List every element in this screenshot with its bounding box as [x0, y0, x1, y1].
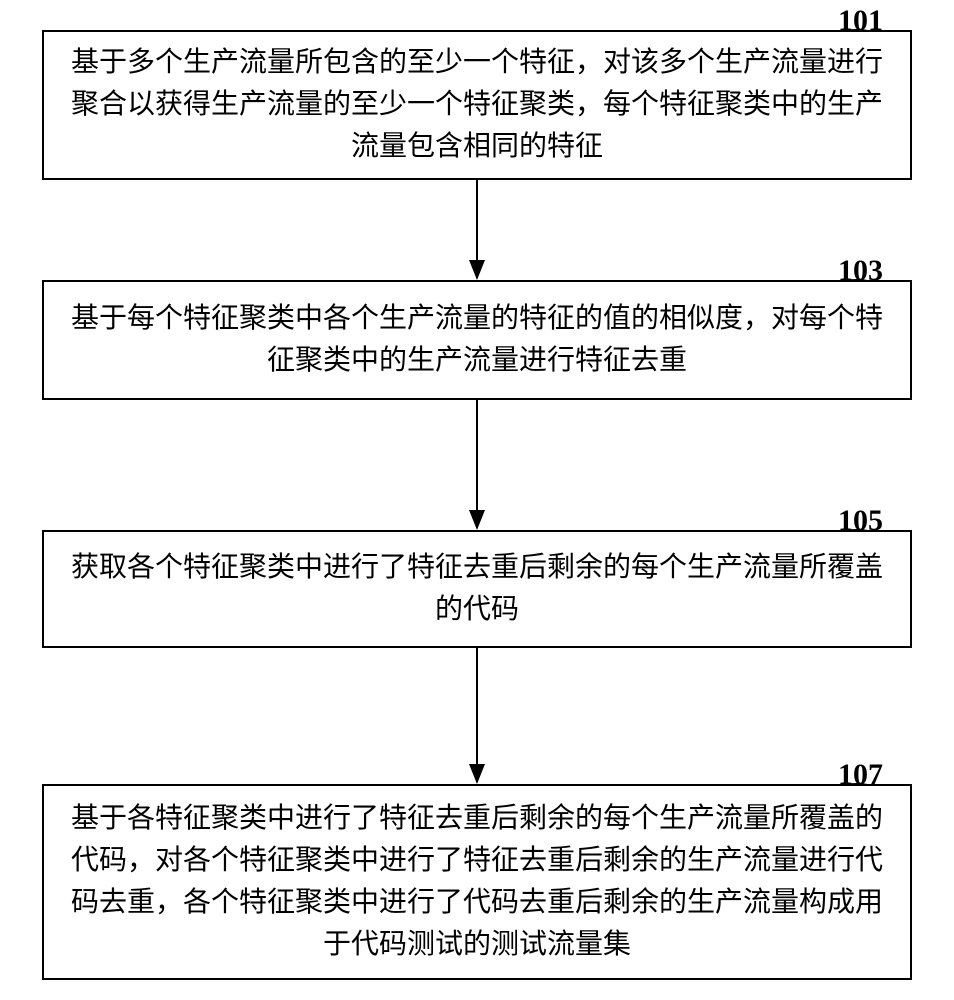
flowchart-canvas: 基于多个生产流量所包含的至少一个特征，对该多个生产流量进行聚合以获得生产流量的至…	[0, 0, 954, 1000]
flow-node-label-101: 101	[838, 4, 883, 38]
flow-node-label-105: 105	[838, 504, 883, 538]
flow-node-text: 基于多个生产流量所包含的至少一个特征，对该多个生产流量进行聚合以获得生产流量的至…	[68, 42, 886, 168]
flow-node-label-103: 103	[838, 254, 883, 288]
flow-node-text: 基于每个特征聚类中各个生产流量的特征的值的相似度，对每个特征聚类中的生产流量进行…	[68, 298, 886, 382]
flow-node-text: 基于各特征聚类中进行了特征去重后剩余的每个生产流量所覆盖的代码，对各个特征聚类中…	[68, 798, 886, 966]
flow-node-101: 基于多个生产流量所包含的至少一个特征，对该多个生产流量进行聚合以获得生产流量的至…	[42, 30, 912, 180]
flow-node-text: 获取各个特征聚类中进行了特征去重后剩余的每个生产流量所覆盖的代码	[68, 547, 886, 631]
flow-node-105: 获取各个特征聚类中进行了特征去重后剩余的每个生产流量所覆盖的代码	[42, 530, 912, 648]
flow-node-103: 基于每个特征聚类中各个生产流量的特征的值的相似度，对每个特征聚类中的生产流量进行…	[42, 280, 912, 400]
flow-node-label-107: 107	[838, 758, 883, 792]
flow-node-107: 基于各特征聚类中进行了特征去重后剩余的每个生产流量所覆盖的代码，对各个特征聚类中…	[42, 784, 912, 980]
